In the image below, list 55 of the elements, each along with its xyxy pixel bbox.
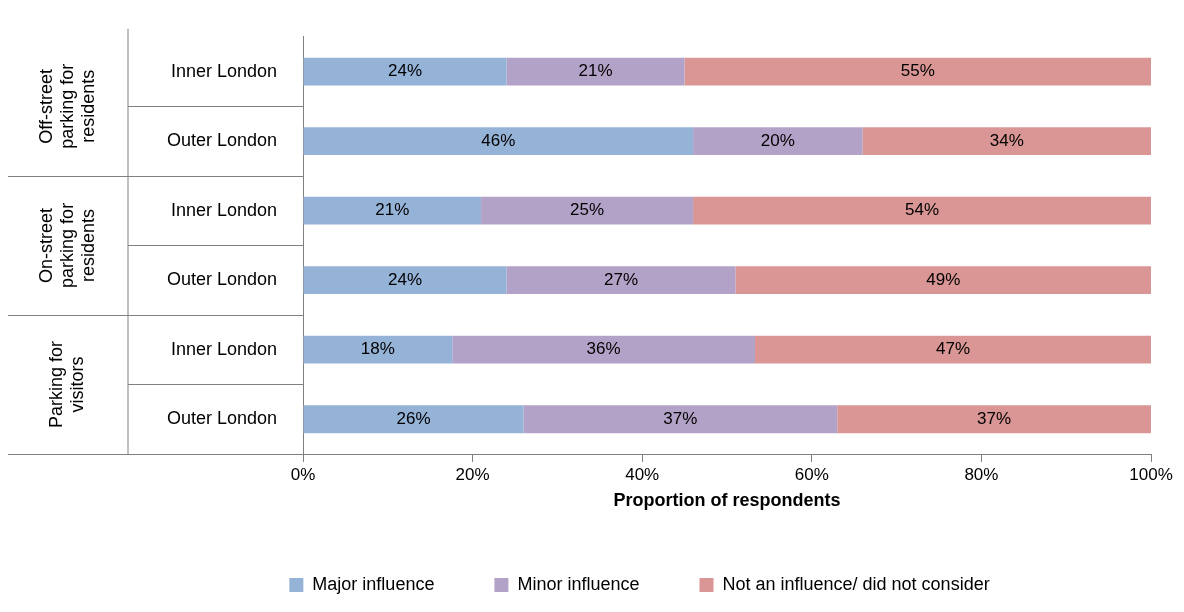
bar	[735, 266, 1151, 295]
bar	[303, 127, 694, 156]
data-label: 26%	[396, 408, 431, 428]
bar	[693, 127, 863, 156]
bar	[303, 57, 507, 86]
text: On-street parking for residents	[35, 202, 98, 288]
data-label: 24%	[387, 61, 423, 81]
x-axis-title: Proportion of respondents	[613, 490, 841, 511]
x-tick-label: 0%	[290, 464, 316, 484]
bar	[506, 57, 685, 86]
data-label: 18%	[360, 339, 395, 359]
text: Parking for visitors	[46, 340, 88, 428]
x-tick-label: 20%	[455, 464, 490, 484]
data-label: 47%	[935, 339, 971, 359]
bar	[523, 405, 838, 434]
x-tick-label: 80%	[964, 464, 999, 484]
data-label: 20%	[760, 130, 795, 150]
y-tick-label: Inner London	[170, 338, 277, 359]
y-tick-label: Inner London	[170, 60, 277, 81]
data-label: 21%	[375, 200, 410, 220]
data-label: 21%	[578, 61, 613, 81]
legend-label: Major influence	[312, 573, 435, 594]
bar	[684, 57, 1151, 86]
data-label: 46%	[481, 130, 516, 150]
data-label: 34%	[989, 130, 1024, 150]
bar	[837, 405, 1151, 434]
bar	[754, 335, 1151, 364]
legend-label: Minor influence	[517, 573, 640, 594]
y-tick-label: Inner London	[170, 199, 277, 220]
bar	[303, 266, 507, 295]
bar	[303, 196, 482, 225]
text: Off-street parking for residents	[35, 63, 98, 149]
x-tick-label: 40%	[625, 464, 660, 484]
data-label: 37%	[663, 408, 698, 428]
data-label: 27%	[603, 269, 639, 289]
data-label: 37%	[977, 408, 1012, 428]
y-tick-label: Outer London	[166, 408, 277, 429]
data-label: 55%	[900, 61, 935, 81]
y-tick-label: Outer London	[166, 269, 277, 290]
data-label: 36%	[586, 339, 621, 359]
x-tick-label: 100%	[1129, 464, 1173, 484]
data-label: 24%	[387, 269, 423, 289]
bar	[303, 405, 524, 434]
bar	[303, 335, 453, 364]
data-label: 54%	[905, 200, 940, 220]
y-tick-label: Outer London	[166, 130, 277, 151]
bar	[452, 335, 755, 364]
bar	[862, 127, 1151, 156]
data-label: 49%	[926, 269, 961, 289]
legend-label: Not an influence/ did not consider	[722, 573, 990, 594]
bar	[481, 196, 694, 225]
x-tick-label: 60%	[794, 464, 829, 484]
bar	[506, 266, 736, 295]
bar	[693, 196, 1151, 225]
data-label: 25%	[570, 200, 605, 220]
